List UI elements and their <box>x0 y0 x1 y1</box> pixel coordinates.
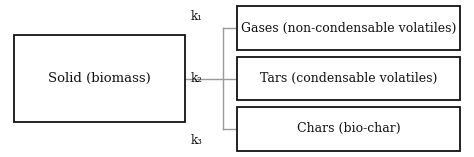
FancyBboxPatch shape <box>237 6 460 50</box>
Text: Solid (biomass): Solid (biomass) <box>48 72 151 85</box>
Text: k₁: k₁ <box>191 10 203 23</box>
FancyBboxPatch shape <box>237 57 460 100</box>
Text: Chars (bio-char): Chars (bio-char) <box>297 122 400 135</box>
Text: Tars (condensable volatiles): Tars (condensable volatiles) <box>260 72 437 85</box>
FancyBboxPatch shape <box>237 107 460 151</box>
Text: Gases (non-condensable volatiles): Gases (non-condensable volatiles) <box>241 22 456 35</box>
Text: k₂: k₂ <box>191 72 203 85</box>
FancyBboxPatch shape <box>14 35 185 122</box>
Text: k₃: k₃ <box>191 134 203 147</box>
